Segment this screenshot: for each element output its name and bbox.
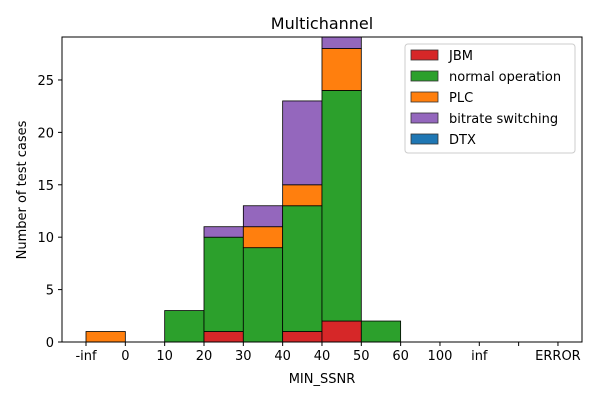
legend-swatch (410, 49, 439, 61)
bar-normal-operation (242, 247, 284, 342)
bar-normal-operation (360, 320, 402, 342)
bar-plc (85, 331, 126, 342)
y-axis-label: Number of test cases (15, 120, 30, 259)
bar-plc (282, 184, 323, 207)
bar-jbm (203, 331, 244, 342)
x-tick-label: 50 (353, 349, 370, 364)
bar-normal-operation (321, 90, 362, 322)
y-tick-label: 15 (37, 179, 54, 194)
x-tick-label: 40 (274, 349, 291, 364)
x-tick-label: -inf (75, 349, 97, 364)
legend-label: bitrate switching (449, 112, 558, 127)
x-tick-label: 10 (156, 349, 173, 364)
x-tick-label: 60 (392, 349, 409, 364)
x-tick-label: ERROR (535, 349, 581, 364)
bar-jbm (321, 320, 362, 342)
x-tick-label: 0 (121, 349, 129, 364)
y-tick-label: 25 (37, 74, 54, 89)
y-tick-label: 20 (37, 126, 54, 141)
legend-swatch (410, 91, 439, 103)
bar-bitrate-switching (321, 37, 362, 49)
legend-label: normal operation (449, 70, 561, 85)
bar-plc (321, 48, 362, 91)
legend-swatch (410, 133, 439, 145)
bar-normal-operation (282, 205, 323, 332)
legend-swatch (410, 70, 439, 82)
x-axis-label: MIN_SSNR (289, 372, 356, 387)
x-tick-label: inf (471, 349, 488, 364)
y-tick-label: 0 (46, 336, 54, 351)
chart-title: Multichannel (271, 14, 373, 33)
x-tick-label: 30 (235, 349, 252, 364)
legend-label: DTX (449, 133, 476, 148)
x-tick-label: 40 (314, 349, 331, 364)
bar-normal-operation (164, 310, 205, 342)
bar-plc (242, 226, 284, 249)
legend-swatch (410, 112, 439, 124)
plot-frame (61, 36, 583, 343)
y-tick-label: 10 (37, 231, 54, 246)
legend-box (404, 43, 576, 154)
legend: JBM normal operation PLC bitrate switching D… (404, 43, 576, 154)
y-tick-label: 5 (46, 284, 54, 299)
bar-jbm (282, 331, 323, 342)
bar-bitrate-switching (203, 226, 244, 238)
bar-bitrate-switching (242, 205, 284, 228)
bar-bitrate-switching (282, 100, 323, 186)
bar-normal-operation (203, 236, 244, 332)
legend-label: JBM (448, 49, 473, 64)
x-tick-label: 100 (428, 349, 453, 364)
x-tick-label: 20 (196, 349, 213, 364)
legend-label: PLC (449, 91, 473, 106)
